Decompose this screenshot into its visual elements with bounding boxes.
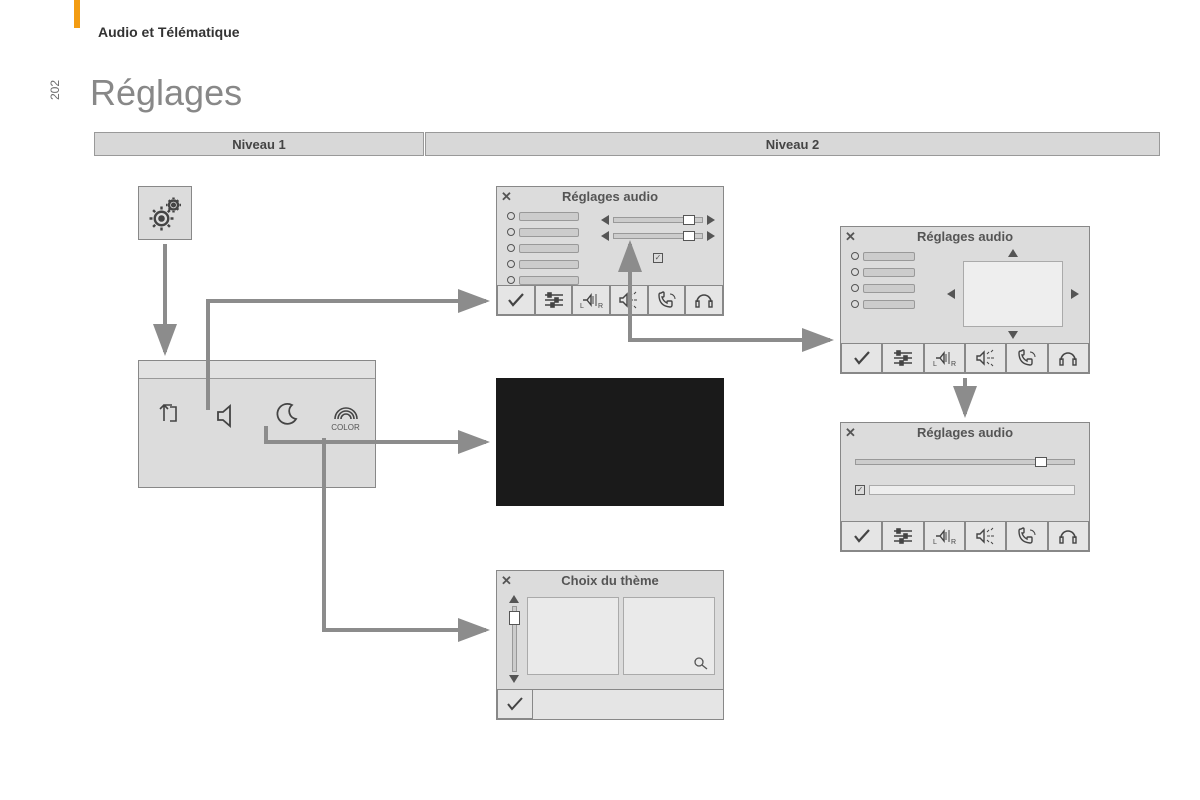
flow-arrows	[0, 0, 1200, 800]
